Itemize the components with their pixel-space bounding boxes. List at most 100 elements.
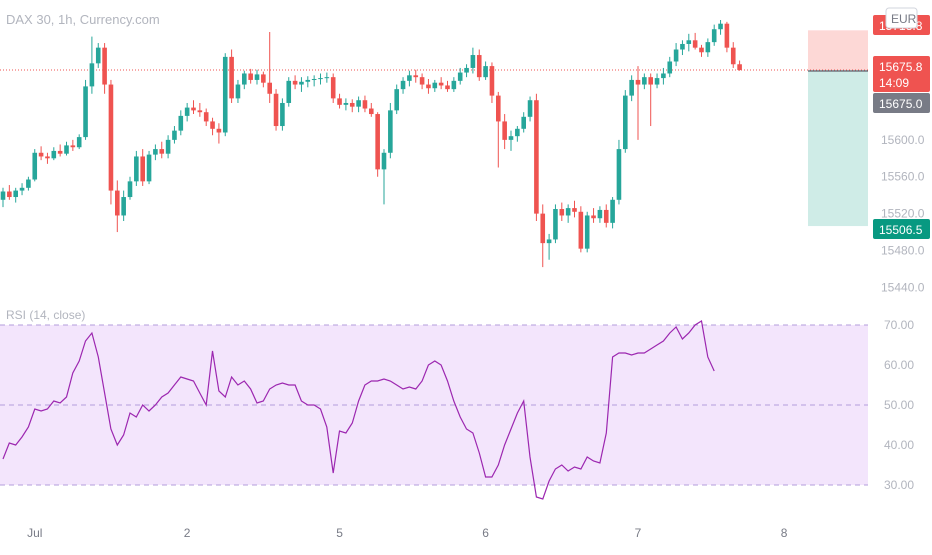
candle bbox=[502, 114, 507, 150]
candle-body bbox=[591, 215, 596, 219]
candle-body bbox=[222, 56, 228, 133]
candle bbox=[216, 123, 222, 144]
candle-body bbox=[70, 145, 76, 148]
candle-body bbox=[356, 100, 361, 107]
candle bbox=[553, 204, 558, 244]
candle bbox=[546, 233, 552, 260]
candle-body bbox=[57, 150, 63, 154]
candle-body bbox=[159, 149, 165, 154]
candle-body bbox=[413, 75, 419, 78]
candle bbox=[32, 149, 38, 182]
candle-body bbox=[572, 208, 577, 212]
candle bbox=[711, 24, 717, 46]
candle bbox=[102, 43, 107, 94]
candle bbox=[521, 112, 526, 133]
currency-label: EUR bbox=[891, 12, 917, 26]
candle-body bbox=[311, 79, 317, 81]
candle-body bbox=[210, 121, 215, 129]
candle-body bbox=[153, 149, 158, 155]
candle-body bbox=[203, 112, 209, 122]
candle bbox=[172, 126, 177, 144]
candle-body bbox=[305, 79, 311, 82]
candle bbox=[83, 79, 88, 140]
candle bbox=[642, 73, 647, 90]
candle bbox=[337, 93, 342, 109]
candle bbox=[229, 49, 234, 103]
candle-body bbox=[337, 98, 342, 105]
candle bbox=[203, 108, 209, 127]
candle-body bbox=[273, 93, 279, 127]
rsi-tick-label: 30.00 bbox=[884, 478, 914, 492]
candle bbox=[51, 147, 57, 161]
candle-body bbox=[730, 47, 736, 65]
candle bbox=[686, 33, 692, 52]
candle bbox=[673, 43, 679, 67]
currency-badge[interactable]: EUR bbox=[885, 7, 918, 29]
candle-body bbox=[553, 209, 558, 240]
candle bbox=[394, 84, 399, 115]
rsi-tick-label: 40.00 bbox=[884, 438, 914, 452]
candle bbox=[654, 73, 660, 89]
candle bbox=[515, 126, 520, 142]
candle bbox=[667, 56, 673, 78]
candle bbox=[57, 144, 63, 157]
candle bbox=[178, 110, 184, 136]
candle-body bbox=[546, 239, 552, 244]
candle-body bbox=[76, 137, 82, 148]
candle-body bbox=[369, 108, 374, 115]
candle-body bbox=[286, 80, 292, 103]
candle bbox=[584, 211, 590, 253]
stop-price-tag: 15506.5 bbox=[873, 219, 930, 239]
candle-body bbox=[7, 191, 12, 198]
rsi-line bbox=[2, 320, 715, 500]
candle bbox=[445, 80, 450, 92]
candle-body bbox=[248, 73, 253, 80]
candle bbox=[724, 21, 730, 53]
candle bbox=[13, 187, 18, 203]
stop-price-text: 15506.5 bbox=[879, 223, 923, 237]
rsi-tick-label: 60.00 bbox=[884, 358, 914, 372]
candle-body bbox=[242, 73, 247, 85]
candle bbox=[426, 79, 431, 94]
candle bbox=[680, 40, 685, 56]
current-price-tag: 15675.8 14:09 bbox=[873, 56, 930, 92]
candle bbox=[413, 69, 419, 83]
price-tick-label: 15440.0 bbox=[881, 280, 925, 294]
candle-body bbox=[654, 78, 660, 85]
candle bbox=[292, 75, 298, 90]
time-tick-label: 5 bbox=[336, 526, 343, 540]
candle-body bbox=[134, 156, 139, 182]
candle bbox=[591, 208, 596, 223]
candle-body bbox=[534, 100, 539, 214]
candle bbox=[235, 79, 241, 103]
candle bbox=[242, 70, 247, 90]
candle-body bbox=[718, 23, 723, 30]
price-tick-label: 15600.0 bbox=[881, 133, 925, 147]
candle-body bbox=[330, 77, 336, 99]
rsi-tick-label: 50.00 bbox=[884, 398, 914, 412]
candle-body bbox=[661, 73, 666, 79]
candle bbox=[470, 47, 476, 74]
symbol-header: DAX 30, 1h, Currency.com bbox=[6, 12, 160, 27]
candle-series bbox=[0, 20, 742, 268]
candle-body bbox=[711, 29, 717, 43]
rsi-pane: 30.00 40.00 50.00 60.00 70.00 RSI (14, close… bbox=[0, 308, 914, 500]
time-tick-label: 7 bbox=[635, 526, 642, 540]
candle-body bbox=[235, 84, 241, 99]
candle bbox=[38, 146, 44, 161]
candle bbox=[19, 183, 25, 196]
candle-body bbox=[610, 199, 615, 223]
candle-body bbox=[438, 82, 444, 86]
candle-body bbox=[476, 55, 482, 78]
price-pane: 15440.0 15480.0 15520.0 15560.0 15600.0 bbox=[0, 20, 925, 294]
candle-body bbox=[737, 64, 742, 70]
candle-body bbox=[64, 145, 69, 154]
stop-loss-zone bbox=[808, 30, 868, 70]
candle bbox=[70, 139, 76, 151]
candle bbox=[699, 44, 704, 57]
candle bbox=[623, 90, 628, 153]
candle bbox=[496, 91, 501, 168]
candle-body bbox=[89, 63, 95, 87]
candle bbox=[318, 73, 323, 85]
price-axis: 15440.0 15480.0 15520.0 15560.0 15600.0 bbox=[881, 133, 925, 295]
